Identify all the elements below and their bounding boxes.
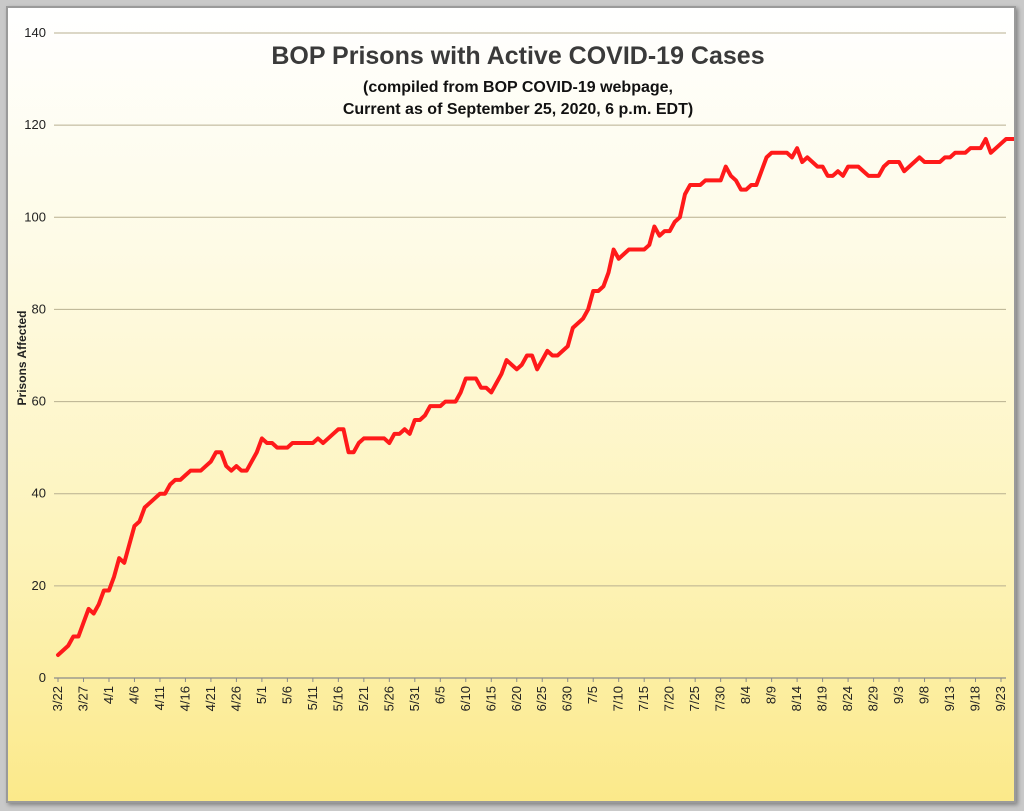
x-tick-label: 4/16 (177, 686, 192, 711)
x-tick-label: 9/8 (917, 686, 932, 704)
y-tick-label: 20 (32, 578, 46, 593)
x-tick-label: 5/6 (279, 686, 294, 704)
y-axis-ticks: 0 20 40 60 80 100 120 140 (24, 25, 46, 685)
x-tick-label: 9/23 (993, 686, 1008, 711)
x-tick-label: 8/19 (815, 686, 830, 711)
x-tick-label: 4/11 (152, 686, 167, 710)
x-tick-label: 6/15 (483, 686, 498, 711)
x-tick-label: 6/10 (458, 686, 473, 711)
x-tick-label: 8/4 (738, 686, 753, 704)
y-axis-label: Prisons Affected (15, 311, 29, 406)
x-tick-label: 7/5 (585, 686, 600, 704)
chart-subtitle-line2: Current as of September 25, 2020, 6 p.m.… (343, 101, 693, 118)
x-tick-label: 4/26 (228, 686, 243, 711)
x-tick-label: 7/25 (687, 686, 702, 711)
y-tick-label: 80 (32, 301, 46, 316)
x-tick-label: 6/30 (560, 686, 575, 711)
x-tick-label: 6/25 (534, 686, 549, 711)
x-tick-label: 8/14 (789, 686, 804, 711)
x-tick-label: 4/21 (203, 686, 218, 711)
y-tick-label: 140 (24, 25, 46, 40)
x-tick-label: 5/31 (407, 686, 422, 711)
x-tick-label: 3/27 (75, 686, 90, 711)
x-tick-label: 5/16 (330, 686, 345, 711)
x-tick-label: 7/10 (611, 686, 626, 711)
x-tick-label: 7/20 (662, 686, 677, 711)
x-tick-label: 9/3 (891, 686, 906, 704)
gridlines (54, 32, 1006, 679)
y-tick-label: 60 (32, 394, 46, 409)
x-tick-label: 6/20 (509, 686, 524, 711)
y-tick-label: 100 (24, 209, 46, 224)
x-tick-label: 3/22 (50, 686, 65, 711)
x-tick-label: 5/21 (356, 686, 371, 711)
x-tick-label: 6/5 (432, 686, 447, 704)
series-line (56, 136, 1014, 657)
x-tick-label: 9/18 (968, 686, 983, 711)
x-tick-label: 8/29 (866, 686, 881, 711)
y-tick-label: 120 (24, 117, 46, 132)
x-tick-label: 9/13 (942, 686, 957, 711)
x-tick-label: 8/24 (840, 686, 855, 711)
chart-title: BOP Prisons with Active COVID-19 Cases (271, 42, 764, 70)
x-tick-label: 7/30 (713, 686, 728, 711)
x-tick-label: 5/11 (305, 686, 320, 710)
x-tick-label: 8/9 (764, 686, 779, 704)
x-axis-ticks: 3/22 3/27 4/1 4/6 4/11 4/16 4/21 4/26 5/1 5/6 5/11… (50, 678, 1008, 711)
chart-frame: 0 20 40 60 80 100 120 140 3/22 3/27 4/1 4/6 4/11 4/1… (6, 6, 1016, 803)
x-tick-label: 5/1 (254, 686, 269, 704)
x-tick-label: 7/15 (636, 686, 651, 711)
chart-subtitle-line1: (compiled from BOP COVID-19 webpage, (363, 79, 673, 96)
line-chart: 0 20 40 60 80 100 120 140 3/22 3/27 4/1 4/6 4/11 4/1… (15, 25, 1014, 711)
y-tick-label: 40 (32, 486, 46, 501)
x-tick-label: 5/26 (381, 686, 396, 711)
y-tick-label: 0 (39, 670, 46, 685)
x-tick-label: 4/1 (101, 686, 116, 704)
series-layer (56, 136, 1014, 657)
x-tick-label: 4/6 (126, 686, 141, 704)
